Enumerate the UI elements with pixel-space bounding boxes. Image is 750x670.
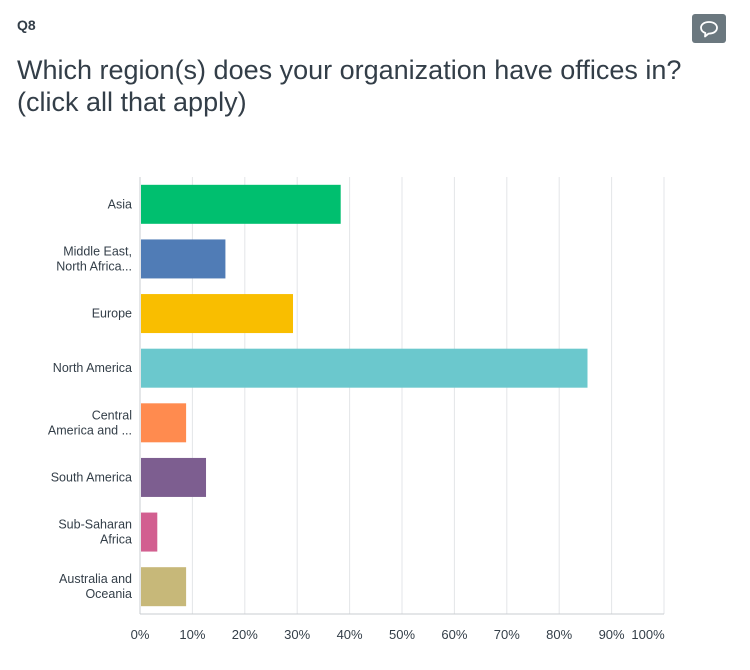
bar xyxy=(141,184,341,224)
bar xyxy=(141,403,187,443)
x-tick-label: 20% xyxy=(232,627,258,642)
category-label: South America xyxy=(51,470,132,484)
x-tick-label: 100% xyxy=(631,627,665,642)
x-tick-label: 80% xyxy=(546,627,572,642)
bar xyxy=(141,348,588,388)
bar xyxy=(141,457,207,497)
category-label: Asia xyxy=(108,197,132,211)
category-label: Central xyxy=(92,408,132,422)
x-tick-label: 60% xyxy=(441,627,467,642)
x-tick-label: 0% xyxy=(131,627,150,642)
x-tick-label: 50% xyxy=(389,627,415,642)
category-label: America and ... xyxy=(48,423,132,437)
category-label: Sub-Saharan xyxy=(58,518,132,532)
category-label: Australia and xyxy=(59,572,132,586)
x-tick-label: 10% xyxy=(179,627,205,642)
category-label: Africa xyxy=(100,533,132,547)
x-tick-label: 70% xyxy=(494,627,520,642)
x-tick-label: 40% xyxy=(337,627,363,642)
speech-bubble-icon xyxy=(700,20,718,37)
comment-button[interactable] xyxy=(692,14,726,43)
x-tick-label: 30% xyxy=(284,627,310,642)
bar xyxy=(141,512,158,552)
bar xyxy=(141,239,226,279)
category-label: Europe xyxy=(92,307,132,321)
x-tick-label: 90% xyxy=(599,627,625,642)
question-title: Which region(s) does your organization h… xyxy=(17,55,682,117)
category-label: North Africa... xyxy=(56,259,132,273)
bar xyxy=(141,294,294,334)
category-label: North America xyxy=(53,361,132,375)
category-label: Oceania xyxy=(85,587,132,601)
category-label: Middle East, xyxy=(63,244,132,258)
question-number: Q8 xyxy=(17,17,36,33)
bar xyxy=(141,567,187,607)
